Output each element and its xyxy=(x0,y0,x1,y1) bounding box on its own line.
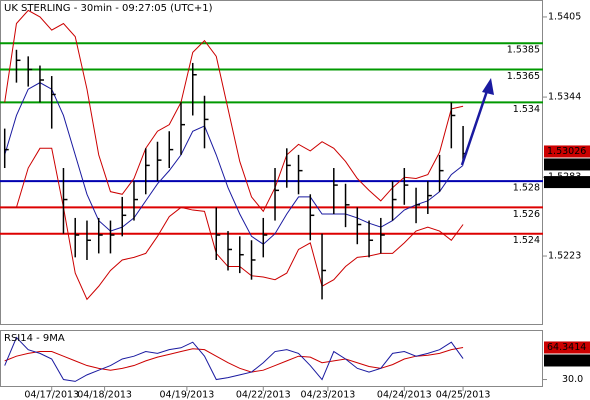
chart-title: UK STERLING - 30min - 09:27:05 (UTC+1) xyxy=(4,3,213,14)
price-panel xyxy=(0,0,543,325)
rsi-ma xyxy=(4,346,464,373)
indicator-panel xyxy=(0,330,543,387)
bollinger-lower xyxy=(4,147,464,301)
price-marker-label: 1.5301 xyxy=(547,159,580,170)
y-tick-label: 1.5344 xyxy=(548,92,581,103)
level-label: 1.5385 xyxy=(507,45,540,56)
arrow-head xyxy=(482,78,494,95)
rsi xyxy=(4,336,464,382)
price-marker xyxy=(544,145,590,158)
moving-average xyxy=(4,82,464,245)
level-label: 1.524 xyxy=(513,235,540,246)
forecast-arrow xyxy=(460,87,490,166)
indicator-title: RSI14 - 9MA xyxy=(4,333,65,344)
price-marker-label: 64.3414 xyxy=(547,342,586,353)
x-tick-label: 04/24/2013 xyxy=(377,390,432,400)
level-label: 1.5365 xyxy=(507,71,540,82)
x-tick-label: 04/25/2013 xyxy=(436,390,491,400)
price-marker-label: 1.53026 xyxy=(547,146,586,157)
x-tick-label: 04/18/2013 xyxy=(77,390,132,400)
y-tick-label: 30.0 xyxy=(562,374,583,385)
y-tick-label: 1.5405 xyxy=(548,11,581,22)
price-marker xyxy=(544,354,590,367)
x-tick-label: 04/22/2013 xyxy=(236,390,291,400)
x-tick-label: 04/19/2013 xyxy=(159,390,214,400)
bollinger-upper xyxy=(4,9,464,213)
price-marker xyxy=(544,341,590,354)
level-label: 1.534 xyxy=(513,104,540,115)
price-marker xyxy=(544,158,590,171)
x-tick-label: 04/23/2013 xyxy=(301,390,356,400)
level-label: 1.526 xyxy=(513,209,540,220)
price-marker-label: 1.52793 xyxy=(547,177,586,188)
level-label: 1.528 xyxy=(513,183,540,194)
y-tick-label: 1.5223 xyxy=(548,251,581,262)
price-marker-label: 52.4719 xyxy=(547,355,586,366)
x-tick-label: 04/17/2013 xyxy=(24,390,79,400)
price-marker xyxy=(544,176,590,189)
